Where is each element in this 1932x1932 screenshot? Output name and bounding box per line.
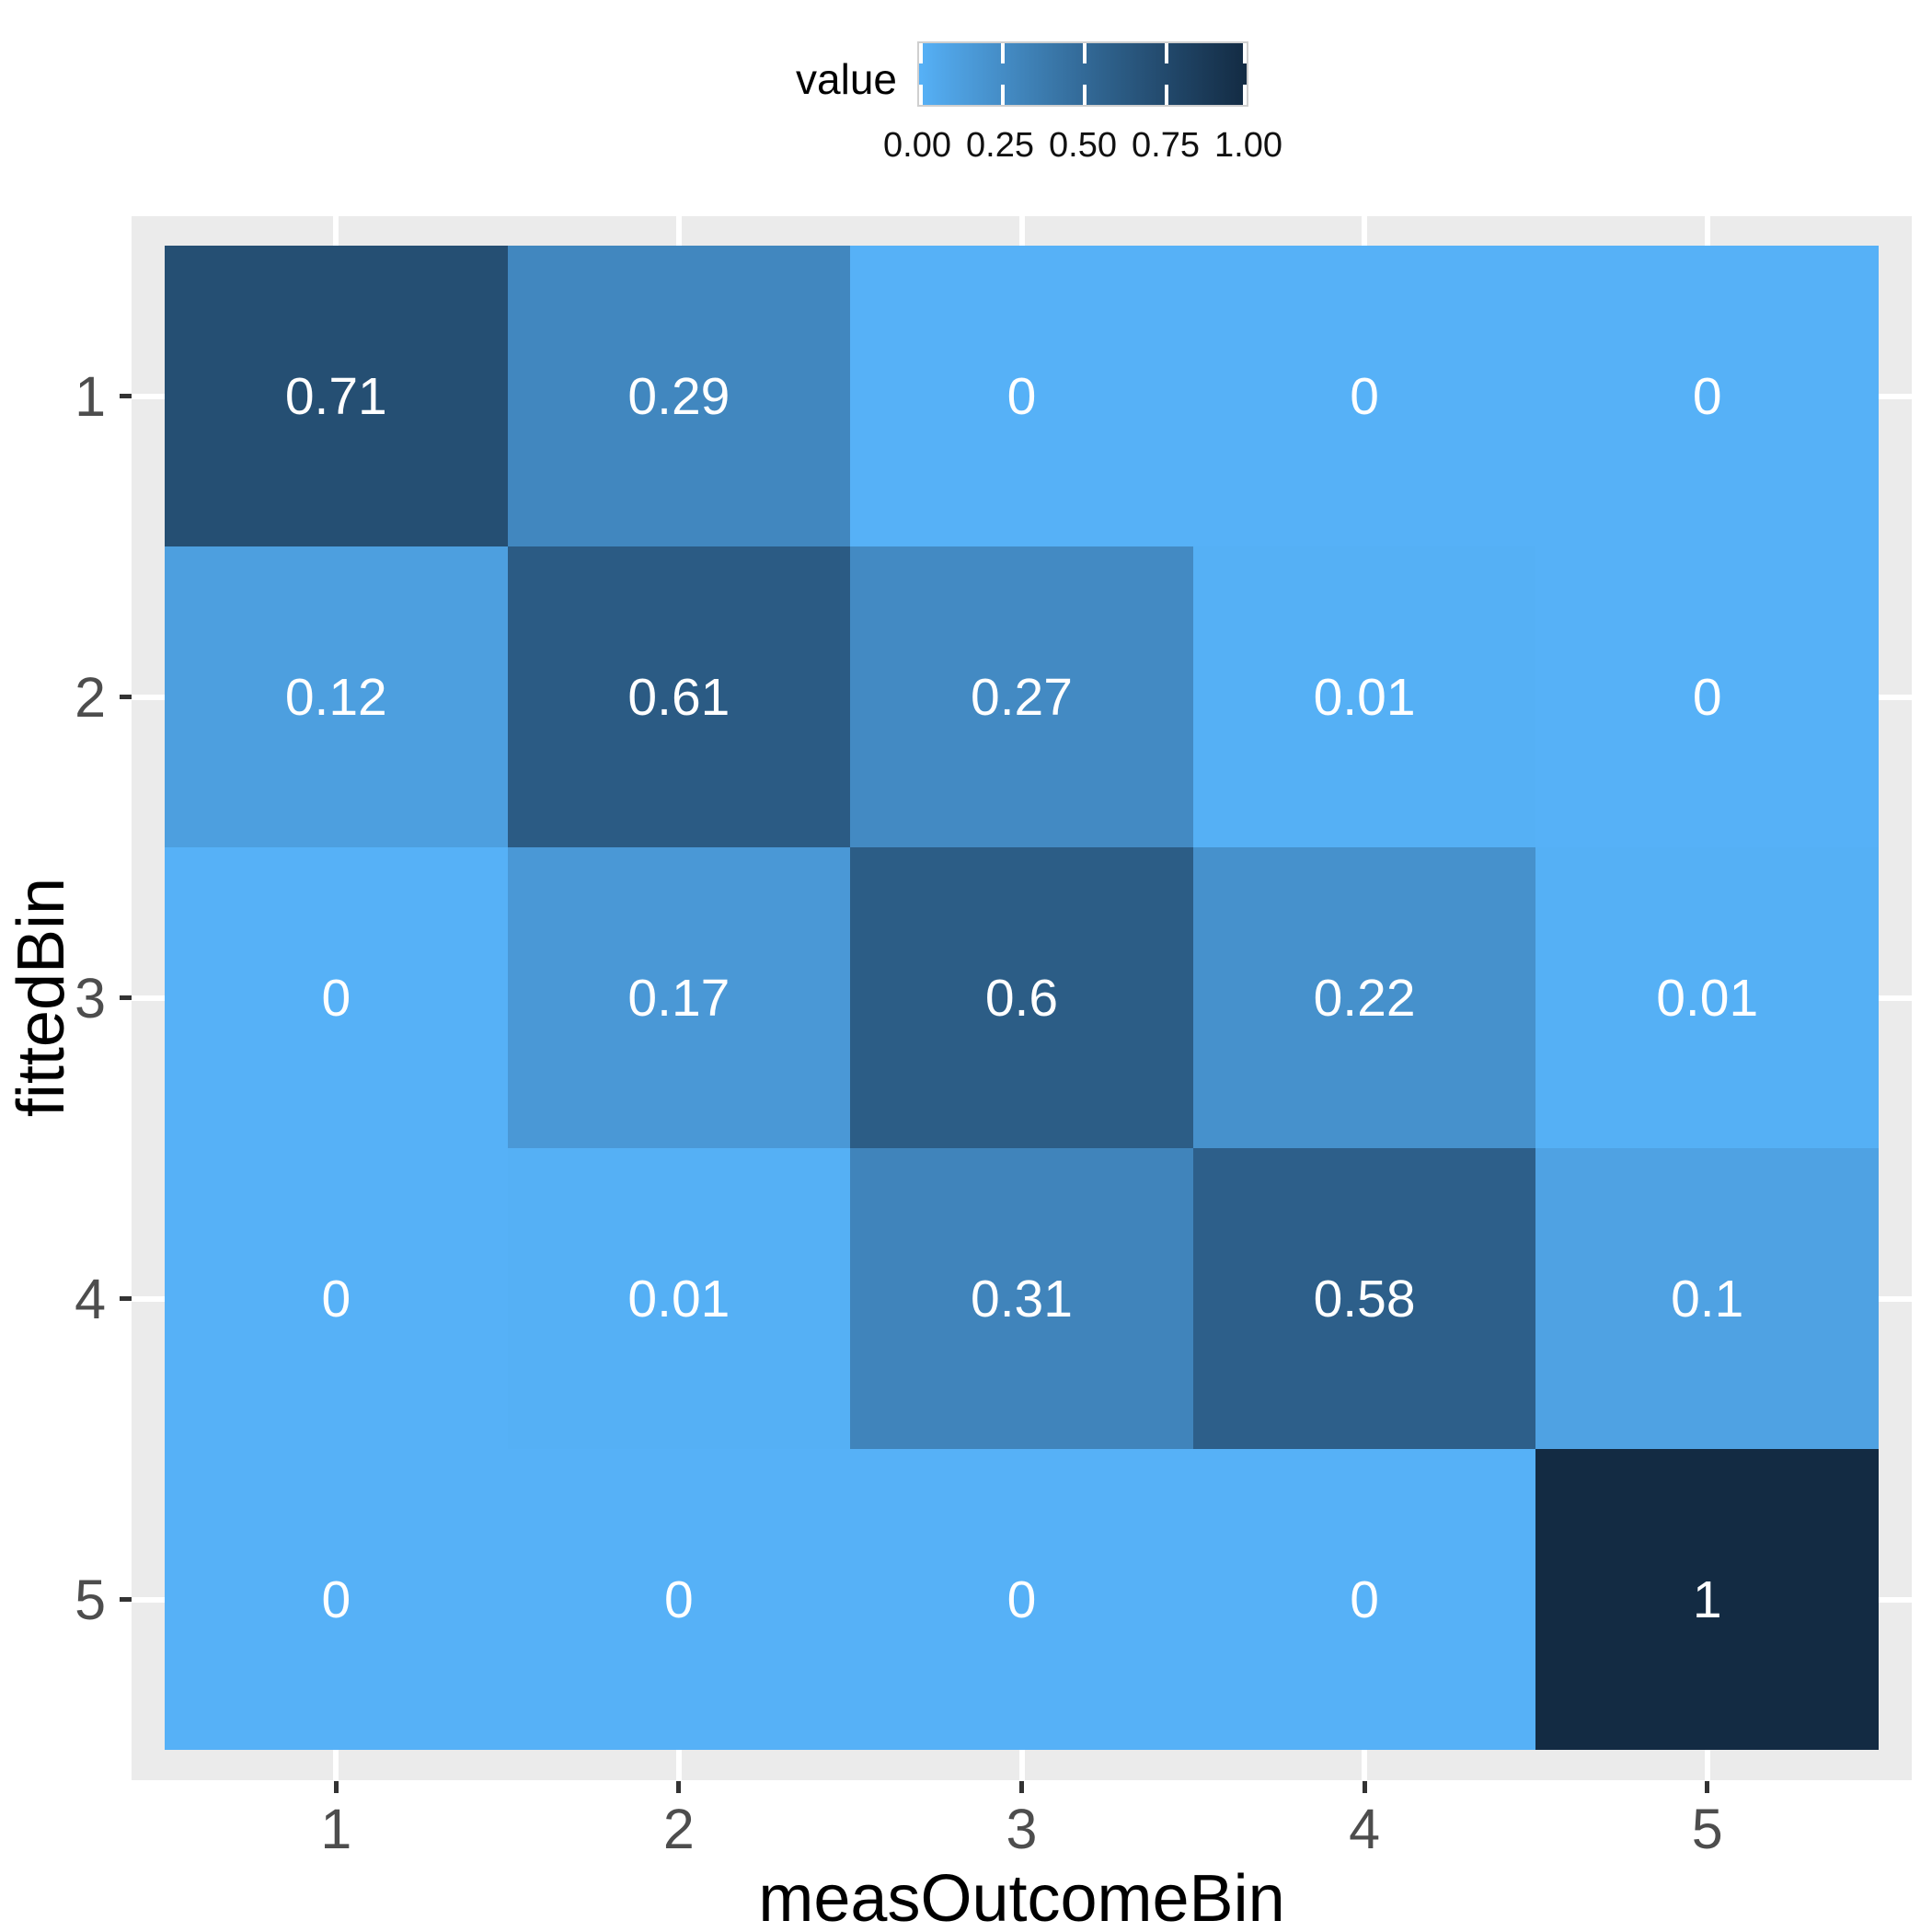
heatmap-cell: 0 — [1535, 246, 1879, 546]
legend-tick-label: 1.00 — [1214, 126, 1282, 165]
heatmap-cell: 0 — [165, 1449, 508, 1750]
y-tick-mark — [120, 995, 132, 1000]
x-tick-label: 5 — [1691, 1798, 1723, 1860]
legend-tick-mark — [1243, 43, 1247, 63]
x-axis-title: measOutcomeBin — [758, 1862, 1285, 1932]
y-tick-mark — [120, 1296, 132, 1301]
heatmap-cell: 0.29 — [507, 246, 851, 546]
y-tick-mark — [120, 695, 132, 699]
heatmap-cell: 0.01 — [507, 1148, 851, 1449]
legend-tick-mark — [1243, 85, 1247, 105]
cell-value: 0.01 — [627, 1269, 730, 1328]
cell-value: 0.6 — [984, 968, 1059, 1028]
y-tick-mark — [120, 1597, 132, 1602]
heatmap-cell: 0.31 — [850, 1148, 1193, 1449]
x-tick-mark — [1019, 1781, 1024, 1793]
heatmap-cell: 0.1 — [1535, 1148, 1879, 1449]
legend-tick-mark — [1001, 85, 1005, 105]
y-tick-label: 4 — [75, 1267, 106, 1330]
cell-value: 0.71 — [284, 366, 387, 426]
y-axis-title: fittedBin — [5, 877, 78, 1118]
heatmap-cell: 0.58 — [1192, 1148, 1536, 1449]
heatmap-cell: 0 — [165, 1148, 508, 1449]
legend-tick-label: 0.00 — [883, 126, 951, 165]
legend-tick-mark — [1165, 85, 1168, 105]
cell-value: 0.27 — [971, 667, 1073, 727]
heatmap-cell: 0.6 — [850, 847, 1193, 1148]
cell-value: 0 — [1692, 667, 1722, 727]
y-tick-label: 3 — [75, 966, 106, 1029]
heatmap-cell: 0.27 — [850, 546, 1193, 847]
cell-value: 0.29 — [627, 366, 730, 426]
heatmap-cell: 0 — [507, 1449, 851, 1750]
cell-value: 0 — [321, 968, 351, 1028]
x-tick-mark — [1705, 1781, 1710, 1793]
x-tick-label: 1 — [320, 1798, 352, 1860]
cell-value: 0 — [1350, 1570, 1379, 1629]
legend-tick-mark — [919, 85, 923, 105]
heatmap-tiles: 0.71 0.29 0 0 0 0.12 0.61 0.27 0.01 0 0 0.17 0.6 0.22… — [165, 246, 1879, 1750]
cell-value: 0.58 — [1313, 1269, 1416, 1328]
cell-value: 0.61 — [627, 667, 730, 727]
heatmap-cell: 0 — [1192, 1449, 1536, 1750]
x-tick-label: 4 — [1349, 1798, 1381, 1860]
cell-value: 0.1 — [1671, 1269, 1744, 1328]
legend-colorbar — [917, 41, 1248, 107]
heatmap-cell: 0 — [165, 847, 508, 1148]
x-tick-mark — [1362, 1781, 1367, 1793]
cell-value: 1 — [1692, 1570, 1722, 1629]
x-tick-mark — [676, 1781, 682, 1793]
legend-tick-mark — [919, 43, 923, 63]
y-tick-label: 5 — [75, 1568, 106, 1631]
heatmap-cell: 0.01 — [1192, 546, 1536, 847]
heatmap-cell: 1 — [1535, 1449, 1879, 1750]
legend-tick-label: 0.75 — [1132, 126, 1200, 165]
x-tick-label: 2 — [662, 1798, 695, 1860]
heatmap-cell: 0 — [850, 1449, 1193, 1750]
legend-tick-mark — [1001, 43, 1005, 63]
cell-value: 0 — [1006, 1570, 1037, 1629]
y-tick-label: 2 — [75, 665, 106, 729]
cell-value: 0 — [321, 1570, 351, 1629]
heatmap-cell: 0.71 — [165, 246, 508, 546]
cell-value: 0 — [664, 1570, 694, 1629]
heatmap-cell: 0 — [850, 246, 1193, 546]
heatmap-cell: 0 — [1535, 546, 1879, 847]
cell-value: 0.01 — [1656, 968, 1759, 1028]
heatmap-cell: 0.61 — [507, 546, 851, 847]
x-tick-mark — [333, 1781, 339, 1793]
cell-value: 0.01 — [1313, 667, 1416, 727]
heatmap-cell: 0 — [1192, 246, 1536, 546]
y-tick-mark — [120, 394, 132, 398]
cell-value: 0 — [1350, 366, 1379, 426]
heatmap-cell: 0.01 — [1535, 847, 1879, 1148]
legend-title: value — [796, 55, 897, 103]
cell-value: 0.22 — [1313, 968, 1416, 1028]
legend-tick-mark — [1165, 43, 1168, 63]
plot-panel: 0.71 0.29 0 0 0 0.12 0.61 0.27 0.01 0 0 0.17 0.6 0.22… — [132, 216, 1912, 1780]
legend-tick-label: 0.50 — [1049, 126, 1117, 165]
cell-value: 0 — [1006, 366, 1037, 426]
cell-value: 0.12 — [284, 667, 387, 727]
legend-tick-mark — [1083, 85, 1087, 105]
heatmap-cell: 0.12 — [165, 546, 508, 847]
heatmap-cell: 0.22 — [1192, 847, 1536, 1148]
cell-value: 0.31 — [971, 1269, 1073, 1328]
x-tick-label: 3 — [1006, 1798, 1038, 1860]
cell-value: 0 — [1692, 366, 1722, 426]
y-tick-label: 1 — [75, 364, 106, 428]
heatmap-cell: 0.17 — [507, 847, 851, 1148]
legend-tick-mark — [1083, 43, 1087, 63]
legend-tick-label: 0.25 — [966, 126, 1034, 165]
cell-value: 0 — [321, 1269, 351, 1328]
cell-value: 0.17 — [627, 968, 730, 1028]
